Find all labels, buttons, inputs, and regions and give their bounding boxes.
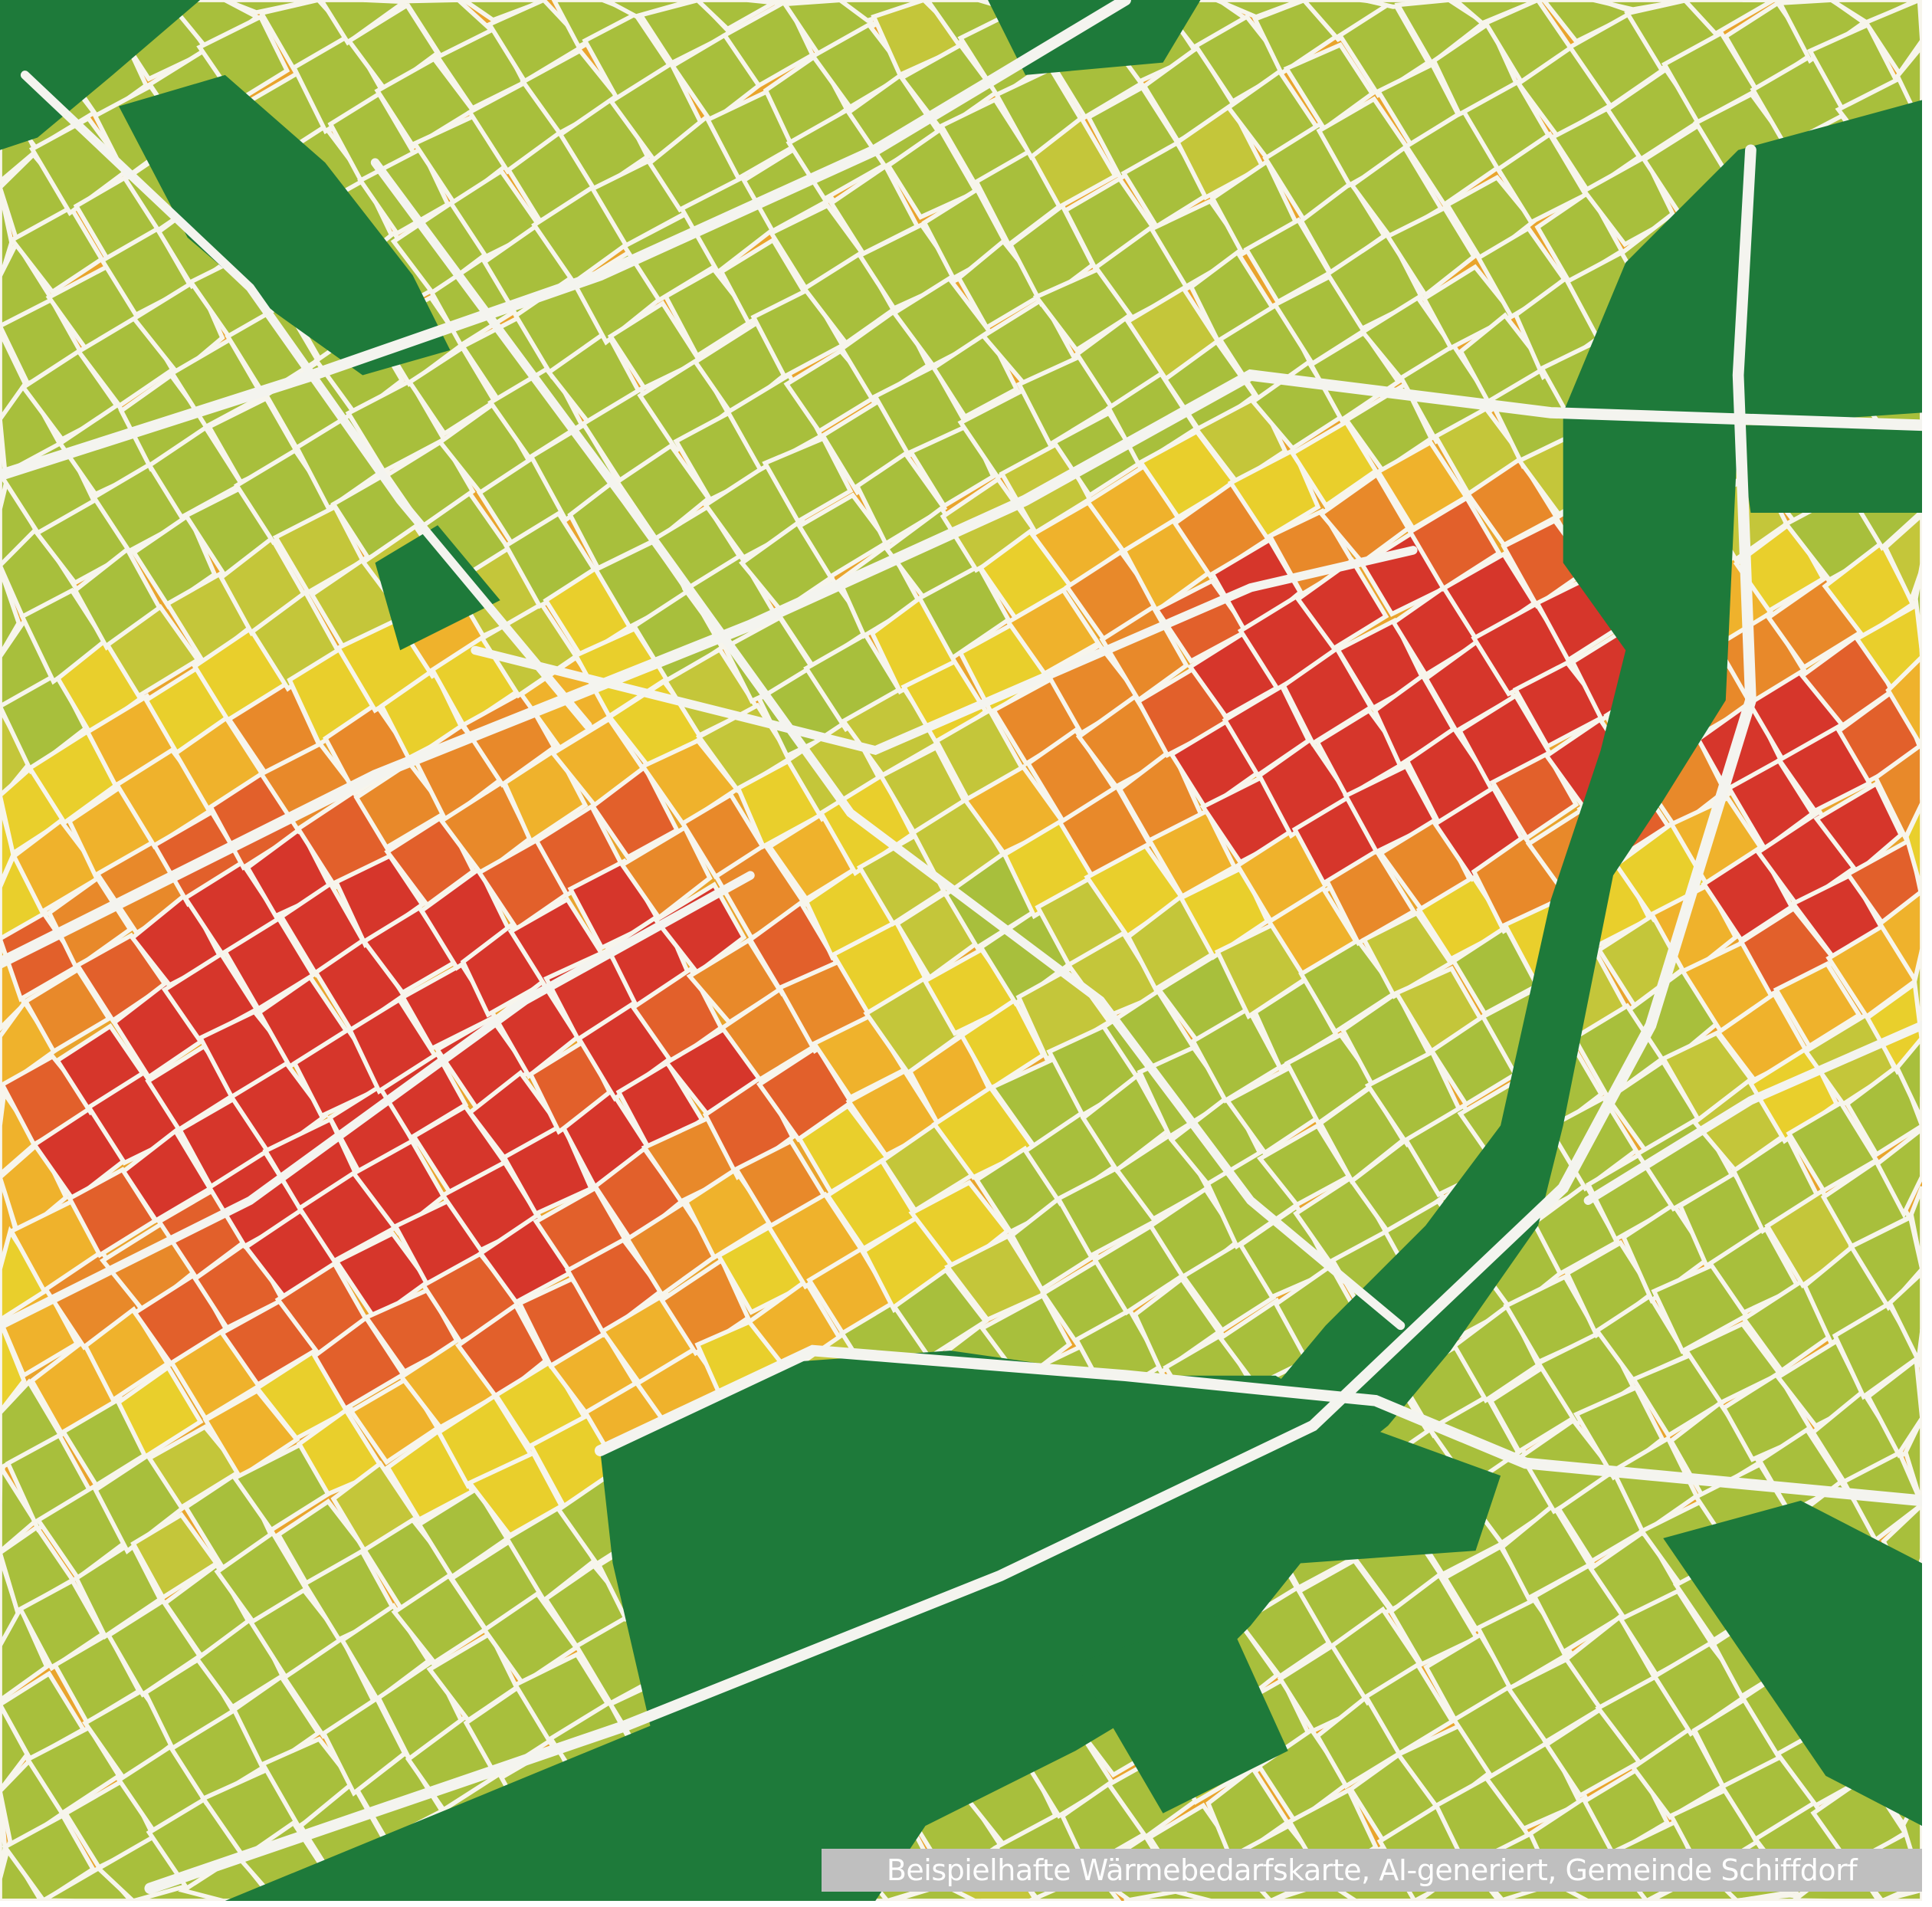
- building-block: [1862, 0, 1922, 77]
- building-block: [1337, 0, 1432, 98]
- building-block: [1451, 0, 1539, 26]
- building-block: [1363, 1662, 1455, 1757]
- river-east-channel: [1738, 425, 1922, 513]
- building-block: [22, 967, 113, 1055]
- building-block: [501, 746, 589, 845]
- building-block: [1283, 41, 1376, 133]
- building-block: [104, 603, 202, 699]
- road: [0, 871, 755, 1331]
- building-block: [1530, 1181, 1621, 1277]
- building-block: [1384, 205, 1478, 299]
- building-block: [1593, 0, 1688, 12]
- building-block: [1913, 563, 1922, 654]
- building-block: [1827, 0, 1918, 26]
- building-block: [0, 1320, 27, 1416]
- park-south-east: [1663, 1500, 1922, 1827]
- building-block: [115, 1364, 204, 1460]
- building-block: [694, 0, 784, 32]
- building-block: [618, 824, 713, 921]
- building-block: [1885, 653, 1922, 752]
- building-block: [1887, 1269, 1922, 1368]
- building-block: [1854, 599, 1922, 695]
- building-block: [1192, 392, 1288, 486]
- building-block: [1215, 0, 1303, 20]
- building-block: [1582, 1764, 1671, 1857]
- road: [144, 144, 1757, 1895]
- building-block: [1123, 1888, 1215, 1901]
- building-block: [1146, 808, 1238, 900]
- building-block: [1822, 539, 1916, 640]
- building-block: [604, 0, 694, 19]
- building-block: [1227, 447, 1321, 541]
- building-block: [1318, 471, 1412, 566]
- building-block: [0, 567, 21, 660]
- building-block: [224, 0, 316, 15]
- building-block: [780, 0, 879, 57]
- park-top-left: [119, 74, 451, 376]
- building-block: [1099, 603, 1189, 704]
- building-block: [25, 1725, 123, 1817]
- building-block: [222, 915, 317, 1013]
- building-block: [74, 1539, 163, 1640]
- building-block: [1903, 1417, 1922, 1506]
- building-block: [1844, 1061, 1922, 1158]
- building-block: [1132, 1275, 1222, 1376]
- building-block: [130, 276, 225, 378]
- building-block: [1845, 836, 1922, 927]
- building-block: [1865, 1355, 1922, 1459]
- building-block: [0, 1841, 44, 1901]
- building-block: [1308, 330, 1402, 423]
- building-block: [1773, 960, 1862, 1049]
- building-block: [1882, 511, 1922, 607]
- building-block: [454, 1301, 549, 1403]
- building-block: [1489, 750, 1579, 842]
- building-block: [460, 0, 547, 23]
- building-block: [1864, 976, 1922, 1075]
- road: [370, 158, 1406, 1331]
- park-top-left-corner: [0, 0, 201, 150]
- building-block: [130, 511, 218, 610]
- building-block: [1848, 1214, 1922, 1311]
- road: [471, 546, 1418, 755]
- building-block: [1880, 1887, 1922, 1901]
- river-east: [1263, 100, 1922, 1476]
- building-block: [1361, 910, 1455, 999]
- building-block: [333, 853, 425, 948]
- building-block: [1028, 114, 1119, 210]
- park-south-center: [1075, 1613, 1288, 1813]
- road: [594, 1344, 1922, 1507]
- road: [20, 71, 592, 730]
- building-block: [318, 0, 411, 46]
- building-block: [1877, 888, 1922, 990]
- building-block: [1872, 741, 1922, 843]
- building-block: [1909, 1186, 1922, 1270]
- road: [0, 0, 1131, 481]
- building-block: [1904, 803, 1922, 893]
- building-block: [1294, 556, 1389, 652]
- map-caption: Beispielhafte Wärmebedarfskarte, AI-gene…: [822, 1849, 1922, 1892]
- building-block: [1875, 1126, 1922, 1219]
- building-block: [891, 1266, 989, 1361]
- building-block: [1407, 494, 1502, 592]
- road: [1583, 1021, 1922, 1206]
- building-block: [38, 1863, 134, 1901]
- building-block: [1681, 0, 1779, 37]
- building-block: [1813, 780, 1904, 876]
- park-mid-left: [375, 525, 500, 651]
- road: [0, 369, 1922, 969]
- building-block: [0, 1603, 50, 1703]
- building-block: [1324, 848, 1417, 947]
- building-block: [1726, 757, 1816, 852]
- building-block: [762, 435, 854, 524]
- building-block: [652, 881, 747, 976]
- building-block: [1205, 1765, 1291, 1865]
- building-block: [907, 422, 996, 509]
- building-block: [1894, 1034, 1922, 1121]
